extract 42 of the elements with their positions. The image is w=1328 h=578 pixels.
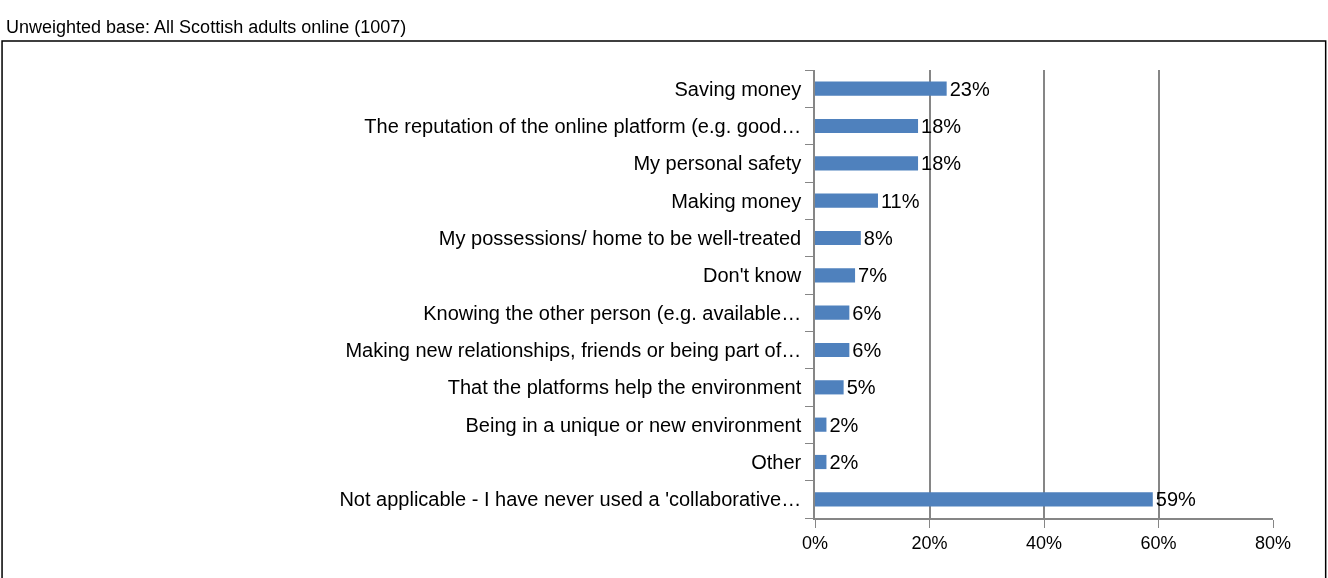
y-tick-label: Not applicable - I have never used a 'collaborative… bbox=[339, 488, 802, 511]
x-tick-label: 80% bbox=[1254, 533, 1292, 554]
y-tick-label: The reputation of the online platform (e.g. good… bbox=[364, 115, 802, 137]
x-tick-label: 40% bbox=[1025, 533, 1063, 554]
data-label: 6% bbox=[852, 301, 882, 324]
y-tick-label: That the platforms help the environment bbox=[447, 376, 802, 399]
bar bbox=[815, 193, 878, 208]
y-tick-label: Making new relationships, friends or being part of… bbox=[345, 339, 802, 361]
text: Unweighted base: All Scottish adults online (1007) bbox=[6, 17, 407, 37]
y-tick-label: Knowing the other person (e.g. available… bbox=[423, 301, 802, 324]
bar bbox=[815, 342, 850, 358]
y-tick-label: My possessions/ home to be well-treated bbox=[438, 227, 802, 249]
bar bbox=[815, 118, 919, 134]
bar bbox=[815, 417, 827, 432]
bar bbox=[815, 156, 919, 171]
data-label: 8% bbox=[863, 227, 893, 249]
x-tick-label: 0% bbox=[801, 533, 829, 554]
y-tick-label: Saving money bbox=[674, 77, 802, 100]
data-label: 7% bbox=[858, 264, 888, 287]
data-label: 11% bbox=[880, 189, 920, 212]
bar bbox=[815, 454, 827, 470]
data-label: 59% bbox=[1155, 488, 1197, 511]
bar bbox=[815, 492, 1153, 507]
y-tick-label: Being in a unique or new environment bbox=[465, 413, 802, 436]
data-label: 6% bbox=[852, 339, 882, 361]
bar bbox=[815, 305, 850, 320]
y-tick-label: My personal safety bbox=[633, 152, 802, 175]
y-tick-label: Making money bbox=[671, 189, 802, 212]
data-label: 5% bbox=[846, 376, 876, 399]
bar bbox=[815, 380, 844, 395]
data-label: 2% bbox=[829, 413, 859, 436]
x-tick-label: 20% bbox=[911, 533, 948, 554]
data-label: 23% bbox=[949, 77, 990, 100]
x-tick-label: 60% bbox=[1140, 533, 1177, 554]
bar bbox=[815, 81, 947, 96]
bar bbox=[815, 230, 861, 246]
data-label: 2% bbox=[829, 451, 859, 473]
y-tick-label: Don't know bbox=[702, 264, 802, 287]
data-label: 18% bbox=[921, 115, 962, 137]
y-tick-label: Other bbox=[751, 451, 802, 473]
bar bbox=[815, 268, 856, 283]
data-label: 18% bbox=[921, 152, 962, 175]
